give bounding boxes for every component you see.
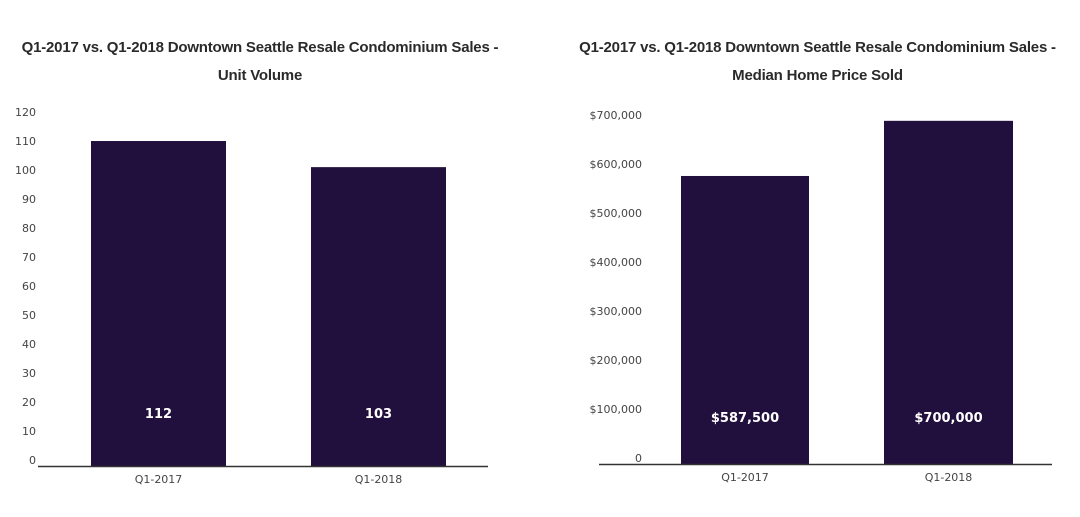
bar bbox=[884, 120, 1013, 464]
data-label: $700,000 bbox=[914, 411, 982, 426]
y-tick-label: $700,000 bbox=[590, 109, 643, 122]
chart-title-line-1: Q1-2017 vs. Q1-2018 Downtown Seattle Res… bbox=[21, 39, 499, 56]
chart-title-line-2: Unit Volume bbox=[217, 67, 303, 84]
y-tick-label: 0 bbox=[635, 452, 642, 465]
y-tick-label: 0 bbox=[29, 454, 36, 467]
y-tick-label: 60 bbox=[22, 280, 36, 293]
y-tick-label: $400,000 bbox=[590, 256, 643, 269]
bar bbox=[681, 175, 809, 464]
y-tick-label: 110 bbox=[15, 135, 36, 148]
y-tick-label: 80 bbox=[22, 222, 36, 235]
median-price-chart: Q1-2017 vs. Q1-2018 Downtown Seattle Res… bbox=[555, 0, 1080, 517]
y-tick-label: $200,000 bbox=[590, 354, 643, 367]
y-tick-label: $300,000 bbox=[590, 305, 643, 318]
y-tick-label: 30 bbox=[22, 367, 36, 380]
y-tick-label: $500,000 bbox=[590, 207, 643, 220]
y-tick-label: 120 bbox=[15, 106, 36, 119]
x-tick-label: Q1-2018 bbox=[925, 471, 973, 484]
x-tick-label: Q1-2017 bbox=[721, 471, 769, 484]
data-label: $587,500 bbox=[711, 411, 779, 426]
y-tick-label: 20 bbox=[22, 396, 36, 409]
y-tick-label: 70 bbox=[22, 251, 36, 264]
chart-title: Q1-2017 vs. Q1-2018 Downtown Seattle Res… bbox=[0, 34, 520, 90]
y-tick-label: 10 bbox=[22, 425, 36, 438]
data-label: 103 bbox=[365, 407, 392, 422]
y-tick-label: $100,000 bbox=[590, 403, 643, 416]
unit-volume-plot: 0 10 20 30 40 50 60 70 80 90 100 110 120 112 Q1-2017 10… bbox=[15, 106, 488, 486]
median-price-plot: 0 $100,000 $200,000 $300,000 $400,000 $500,00… bbox=[590, 109, 1052, 484]
unit-volume-chart: Q1-2017 vs. Q1-2018 Downtown Seattle Res… bbox=[0, 0, 520, 517]
bar bbox=[91, 141, 226, 466]
y-tick-label: 50 bbox=[22, 309, 36, 322]
y-tick-label: $600,000 bbox=[590, 158, 643, 171]
data-label: 112 bbox=[145, 407, 172, 422]
y-tick-label: 90 bbox=[22, 193, 36, 206]
x-tick-label: Q1-2017 bbox=[135, 473, 183, 486]
chart-title-line-1: Q1-2017 vs. Q1-2018 Downtown Seattle Res… bbox=[579, 39, 1056, 56]
x-tick-label: Q1-2018 bbox=[355, 473, 403, 486]
y-tick-label: 100 bbox=[15, 164, 36, 177]
y-tick-label: 40 bbox=[22, 338, 36, 351]
chart-title: Q1-2017 vs. Q1-2018 Downtown Seattle Res… bbox=[555, 34, 1080, 90]
bar bbox=[311, 167, 446, 466]
chart-title-line-2: Median Home Price Sold bbox=[732, 67, 903, 84]
